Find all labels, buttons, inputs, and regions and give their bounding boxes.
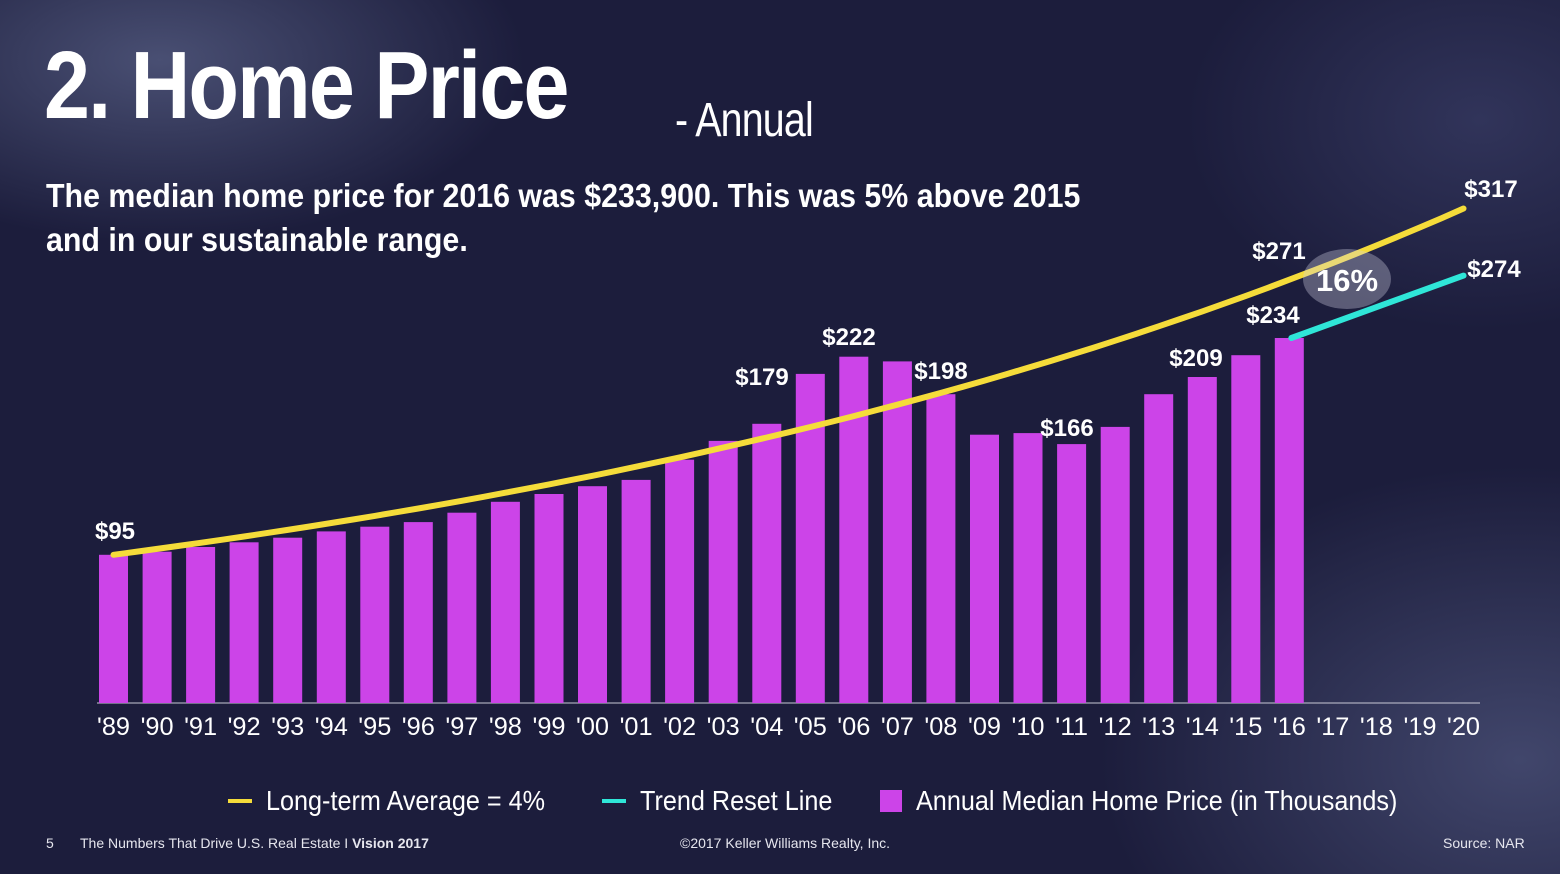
x-tick-label: '95 — [358, 713, 391, 741]
x-tick-label: '89 — [97, 713, 130, 741]
trend-reset-line — [1288, 272, 1467, 341]
legend-item-trend-reset: Trend Reset Line — [602, 785, 854, 817]
x-tick-label: '97 — [445, 713, 478, 741]
bar-97 — [447, 512, 477, 703]
legend-item-median-price: Annual Median Home Price (in Thousands) — [879, 785, 1451, 817]
footer-series-bold: Vision 2017 — [352, 835, 429, 851]
bar-04 — [752, 423, 782, 703]
x-tick-label: '13 — [1142, 713, 1175, 741]
x-tick-label: '06 — [837, 713, 870, 741]
footer-copyright: ©2017 Keller Williams Realty, Inc. — [680, 835, 891, 851]
bar-07 — [882, 361, 912, 703]
data-label: $317 — [1464, 176, 1517, 203]
x-tick-label: '03 — [707, 713, 740, 741]
bar-92 — [229, 542, 259, 703]
bar-94 — [316, 531, 346, 703]
x-tick-label: '10 — [1012, 713, 1045, 741]
title-suffix: - Annual — [675, 94, 814, 147]
legend-swatch-median-price — [879, 790, 902, 812]
bar-01 — [621, 479, 651, 703]
x-tick-label: '05 — [794, 713, 827, 741]
bar-02 — [665, 459, 695, 703]
x-tick-label: '08 — [924, 713, 957, 741]
legend-swatch-long-term — [228, 799, 252, 803]
x-tick-label: '17 — [1316, 713, 1349, 741]
bar-10 — [1013, 433, 1043, 703]
x-tick-label: '15 — [1229, 713, 1262, 741]
x-tick-label: '90 — [141, 713, 174, 741]
bar-99 — [534, 494, 564, 703]
slide-title: 2. Home Price — [44, 38, 653, 134]
x-tick-label: '01 — [620, 713, 653, 741]
x-tick-label: '12 — [1099, 713, 1132, 741]
data-label: $179 — [735, 364, 788, 391]
data-label: $222 — [822, 324, 875, 351]
x-tick-label: '09 — [968, 713, 1001, 741]
bar-12 — [1100, 426, 1130, 703]
data-label: $234 — [1246, 302, 1300, 329]
bar-91 — [186, 547, 216, 703]
legend-label-long-term: Long-term Average = 4% — [266, 785, 546, 816]
bar-98 — [490, 501, 520, 703]
bar-11 — [1057, 444, 1087, 703]
bar-89 — [99, 554, 128, 703]
bar-08 — [926, 394, 956, 703]
bar-03 — [708, 440, 738, 703]
x-tick-label: '20 — [1447, 713, 1480, 741]
bar-06 — [839, 356, 869, 703]
x-tick-label: '94 — [315, 713, 348, 741]
legend-label-median-price: Annual Median Home Price (in Thousands) — [915, 785, 1398, 816]
gap-annotation-bubble — [1303, 249, 1391, 309]
bar-13 — [1144, 394, 1174, 703]
slide-subtitle: The median home price for 2016 was $233,… — [46, 177, 1081, 258]
x-tick-label: '19 — [1404, 713, 1437, 741]
footer-series-text: The Numbers That Drive U.S. Real Estate … — [80, 835, 353, 851]
bar-90 — [142, 551, 172, 703]
x-tick-label: '04 — [750, 713, 783, 741]
bar-15 — [1231, 355, 1261, 703]
bar-96 — [403, 522, 433, 703]
data-label: $95 — [95, 518, 135, 545]
bar-93 — [273, 537, 303, 703]
footer-series-title: The Numbers That Drive U.S. Real Estate … — [80, 835, 429, 851]
x-tick-label: '00 — [576, 713, 609, 741]
data-label: $166 — [1040, 415, 1093, 442]
data-label: $198 — [914, 358, 967, 385]
x-tick-label: '18 — [1360, 713, 1393, 741]
legend-item-long-term: Long-term Average = 4% — [228, 785, 576, 817]
footer-page-number: 5 — [46, 835, 54, 851]
footer-source: Source: NAR — [1443, 835, 1525, 851]
legend-label-trend-reset: Trend Reset Line — [640, 785, 833, 816]
title-main: 2. Home Price — [44, 32, 569, 139]
x-tick-label: '16 — [1273, 713, 1306, 741]
data-label: $209 — [1169, 345, 1222, 372]
chart-legend: Long-term Average = 4% Trend Reset Line … — [228, 783, 1477, 819]
x-tick-label: '99 — [533, 713, 566, 741]
x-tick-label: '07 — [881, 713, 914, 741]
data-label: $271 — [1252, 238, 1305, 265]
x-tick-label: '92 — [228, 713, 261, 741]
x-tick-label: '02 — [663, 713, 696, 741]
x-tick-label: '96 — [402, 713, 435, 741]
x-tick-label: '93 — [271, 713, 304, 741]
bar-16 — [1274, 338, 1304, 703]
long-term-average-line — [110, 205, 1467, 558]
gap-annotation-label: 16% — [1316, 263, 1378, 298]
x-tick-label: '98 — [489, 713, 522, 741]
legend-swatch-trend-reset — [602, 799, 627, 803]
x-tick-label: '11 — [1055, 713, 1088, 741]
data-label: $274 — [1467, 256, 1521, 283]
bar-95 — [360, 526, 390, 703]
bar-00 — [578, 486, 607, 703]
bar-14 — [1187, 377, 1217, 703]
x-tick-label: '91 — [184, 713, 217, 741]
x-tick-label: '14 — [1186, 713, 1219, 741]
bar-09 — [970, 434, 999, 703]
